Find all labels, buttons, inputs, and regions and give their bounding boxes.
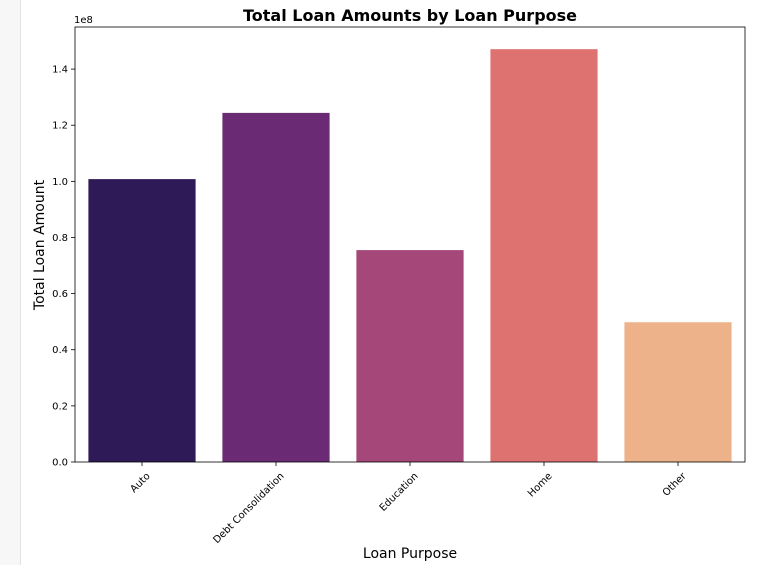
left-gutter (0, 0, 21, 565)
y-tick-label: 0.4 (52, 345, 68, 356)
x-tick-label: Home (526, 471, 555, 500)
plot-area: 0.0 0.2 0.4 0.6 0.8 1.0 1.2 1.4 Auto Debt Consoli… (52, 26, 746, 546)
x-tick-label: Auto (128, 471, 152, 495)
y-tick-label: 1.2 (52, 121, 68, 132)
y-tick-label: 0.6 (52, 289, 68, 300)
y-tick-label: 1.0 (52, 177, 68, 188)
x-axis-label: Loan Purpose (363, 546, 457, 562)
y-offset-label: 1e8 (74, 15, 93, 26)
y-tick-label: 1.4 (52, 65, 68, 76)
chart-title: Total Loan Amounts by Loan Purpose (243, 6, 577, 25)
x-tick-label: Debt Consolidation (212, 471, 287, 546)
bar-auto (88, 179, 196, 463)
x-tick-label: Education (378, 471, 421, 514)
y-tick-label: 0.0 (52, 458, 68, 469)
bar-home (490, 49, 598, 463)
x-tick-label: Other (661, 470, 689, 498)
bar-education (356, 250, 464, 462)
bar-other (624, 322, 732, 462)
y-axis-label: Total Loan Amount (32, 179, 48, 311)
bar-debt-consolidation (222, 112, 330, 462)
y-tick-label: 0.8 (52, 233, 68, 244)
y-tick-label: 0.2 (52, 401, 68, 412)
